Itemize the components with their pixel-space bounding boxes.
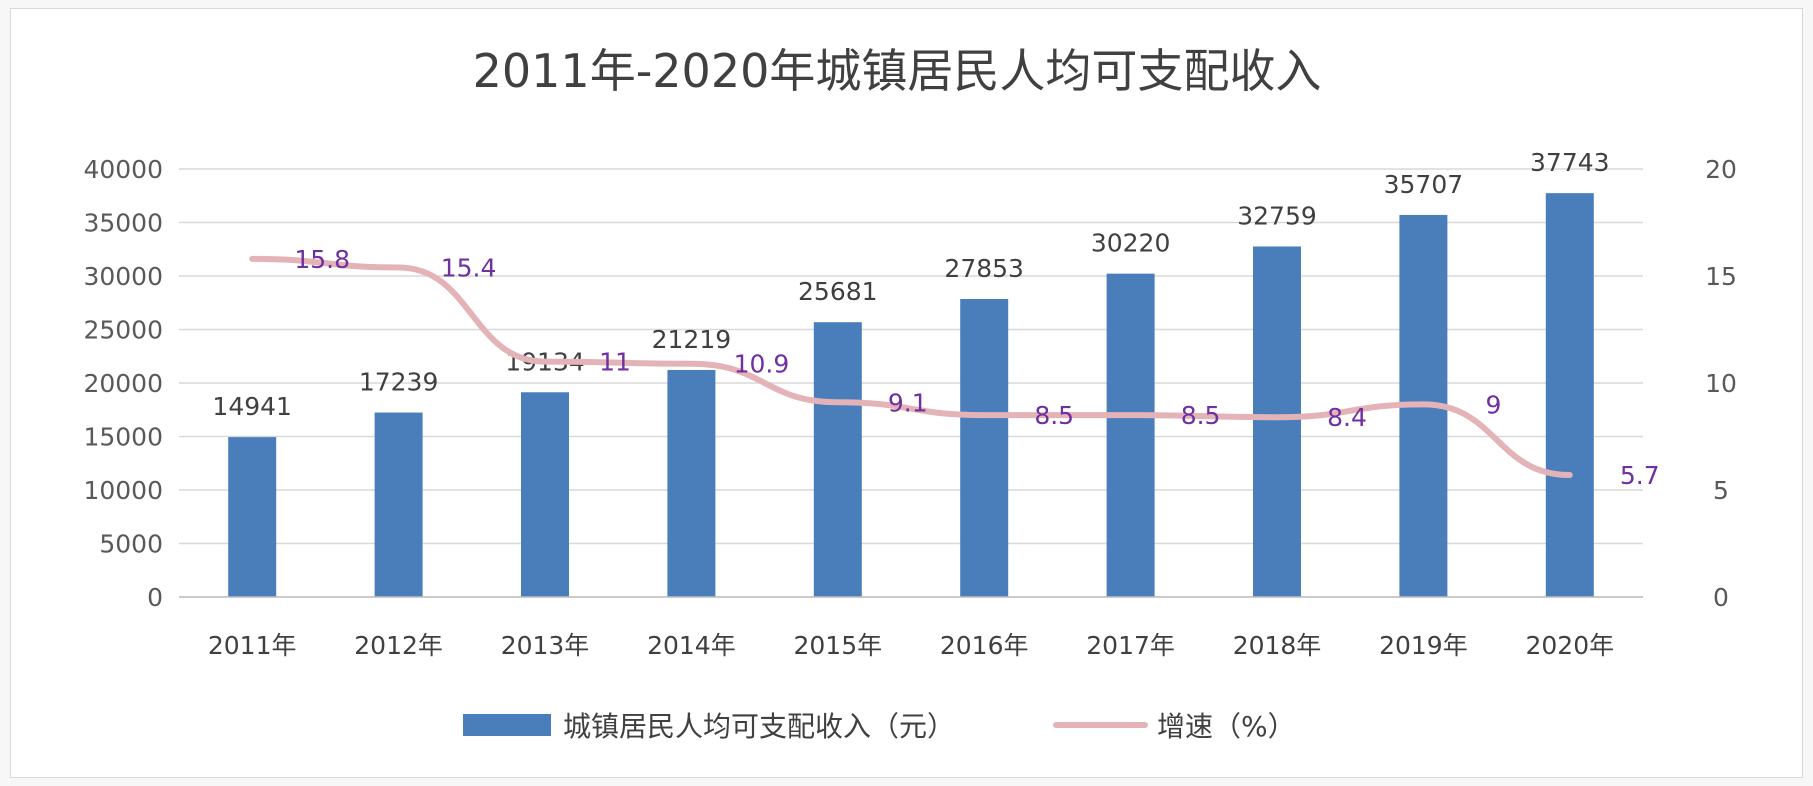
growth-point-label: 8.5: [1181, 401, 1221, 430]
income-bar-label: 17239: [359, 368, 439, 397]
growth-point-label: 8.5: [1034, 401, 1074, 430]
income-bar-label: 37743: [1530, 148, 1610, 177]
x-tick-label: 2018年: [1233, 631, 1322, 660]
x-axis: 2011年 2012年 2013年 2014年 2015年 2016年 2017年 2018年…: [179, 596, 1643, 660]
left-tick-label: 40000: [83, 155, 163, 184]
left-tick-label: 20000: [83, 369, 163, 398]
left-tick-label: 25000: [83, 316, 163, 345]
x-tick-label: 2017年: [1086, 631, 1175, 660]
legend-line-label: 增速（%）: [1157, 710, 1296, 743]
left-tick-label: 35000: [83, 209, 163, 238]
income-bar: [521, 392, 569, 597]
growth-line-labels: 15.8 15.4 11 10.9 9.1 8.5 8.5 8.4 9 5.7: [294, 245, 1659, 490]
right-tick-label: 0: [1713, 583, 1729, 612]
income-bar: [667, 369, 716, 597]
left-tick-label: 5000: [99, 530, 163, 559]
right-tick-label: 5: [1713, 476, 1729, 505]
income-bar-label: 25681: [798, 277, 878, 306]
growth-point-label: 8.4: [1327, 403, 1367, 432]
growth-point-label: 9.1: [888, 388, 928, 417]
x-tick-label: 2015年: [793, 631, 882, 660]
legend-bar-swatch: [463, 714, 551, 736]
gridlines: [179, 168, 1643, 598]
left-tick-label: 0: [147, 583, 163, 612]
income-bar-label: 14941: [212, 392, 292, 421]
growth-point-label: 11: [599, 348, 631, 377]
x-tick-label: 2011年: [208, 631, 297, 660]
growth-point-label: 15.8: [294, 245, 350, 274]
x-tick-label: 2012年: [354, 631, 443, 660]
x-tick-label: 2014年: [647, 631, 736, 660]
growth-point-label: 15.4: [441, 253, 497, 282]
x-tick-label: 2016年: [940, 631, 1029, 660]
left-tick-label: 30000: [83, 262, 163, 291]
income-bar: [1545, 193, 1594, 597]
income-bar-label: 21219: [652, 325, 732, 354]
chart-canvas: 2011年-2020年城镇居民人均可支配收入 0 5000 10000 15000 20…: [83, 44, 1737, 743]
income-bar: [374, 412, 423, 597]
left-tick-label: 15000: [83, 423, 163, 452]
income-bar-labels: 1494117239191342121925681278533022032759…: [212, 148, 1609, 421]
legend-bar-label: 城镇居民人均可支配收入（元）: [563, 710, 955, 743]
growth-point-label: 5.7: [1620, 461, 1660, 490]
right-tick-label: 10: [1705, 369, 1737, 398]
income-bar: [813, 322, 862, 597]
growth-line: [249, 255, 1573, 479]
income-bar: [1253, 246, 1301, 597]
income-bar-label: 35707: [1384, 170, 1464, 199]
income-bar-label: 30220: [1091, 229, 1171, 258]
income-bar: [228, 437, 277, 597]
growth-line-path: [249, 255, 1573, 479]
x-tick-label: 2013年: [501, 631, 590, 660]
x-tick-label: 2020年: [1525, 631, 1614, 660]
left-y-axis: 0 5000 10000 15000 20000 25000 30000 35000 40000: [83, 155, 163, 612]
left-tick-label: 10000: [83, 476, 163, 505]
x-tick-label: 2019年: [1379, 631, 1468, 660]
income-bar-label: 27853: [944, 254, 1024, 283]
legend: 城镇居民人均可支配收入（元） 增速（%）: [463, 710, 1296, 743]
growth-point-label: 9: [1485, 390, 1501, 419]
right-tick-label: 20: [1705, 155, 1737, 184]
growth-point-label: 10.9: [734, 350, 790, 379]
income-bar-label: 32759: [1237, 201, 1317, 230]
chart-title: 2011年-2020年城镇居民人均可支配收入: [473, 44, 1322, 98]
income-bar: [1106, 273, 1155, 597]
income-bars: [228, 193, 1594, 597]
income-bar: [960, 298, 1009, 597]
right-tick-label: 15: [1705, 262, 1737, 291]
right-y-axis: 0 5 10 15 20: [1705, 155, 1737, 612]
chart-frame: 2011年-2020年城镇居民人均可支配收入 0 5000 10000 15000 20…: [10, 8, 1803, 778]
